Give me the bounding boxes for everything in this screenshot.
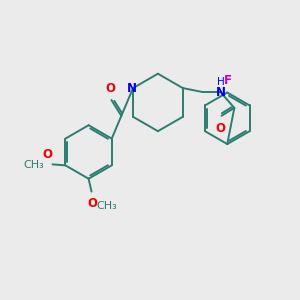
Text: F: F <box>224 74 232 87</box>
Text: O: O <box>215 122 226 135</box>
Text: N: N <box>127 82 137 94</box>
Text: H: H <box>217 77 224 87</box>
Text: O: O <box>105 82 116 95</box>
Text: O: O <box>88 196 98 210</box>
Text: CH₃: CH₃ <box>96 202 117 212</box>
Text: N: N <box>215 85 226 98</box>
Text: O: O <box>43 148 52 161</box>
Text: CH₃: CH₃ <box>23 160 44 170</box>
